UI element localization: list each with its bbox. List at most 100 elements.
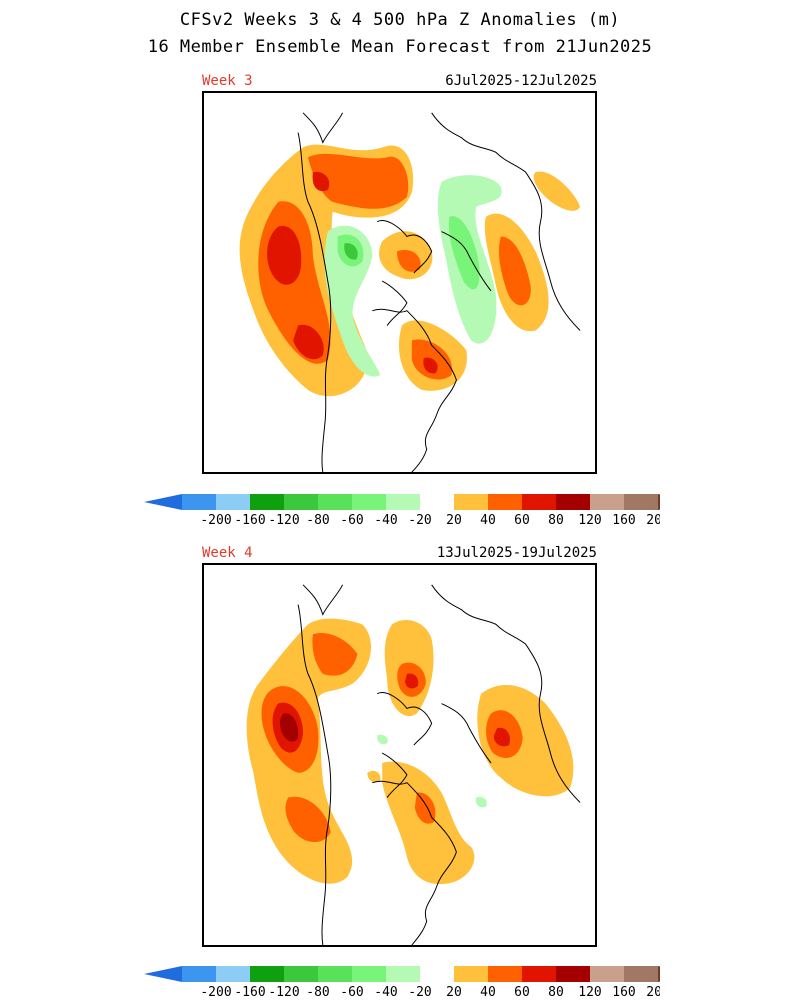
- map-svg-week4: [246, 584, 581, 945]
- panel-dates-week3: 6Jul2025-12Jul2025: [445, 73, 597, 89]
- colorbar-swatch: [454, 494, 488, 510]
- anomaly-contour: [267, 225, 302, 285]
- colorbar-tick-label: -20: [408, 985, 431, 1000]
- coastline: [431, 584, 581, 803]
- colorbar-swatch: [284, 966, 318, 982]
- colorbar-swatch: [522, 966, 556, 982]
- anomaly-contour: [312, 171, 330, 192]
- anomaly-contour: [404, 673, 419, 689]
- colorbar-tick-label: 60: [514, 513, 530, 528]
- coastline: [377, 220, 433, 274]
- anomaly-contour: [344, 243, 358, 260]
- panel-label-week3: Week 3: [202, 73, 253, 89]
- colorbar-tick-label: 200: [646, 985, 660, 1000]
- colorbar-swatch: [556, 966, 590, 982]
- colorbar-tick-label: -160: [234, 985, 265, 1000]
- colorbar-tick-label: 160: [612, 513, 635, 528]
- colorbar-arrow-left: [144, 494, 182, 510]
- colorbar-tick-label: 120: [578, 513, 601, 528]
- chart-title: CFSv2 Weeks 3 & 4 500 hPa Z Anomalies (m…: [179, 10, 621, 30]
- coastline: [372, 308, 457, 472]
- colorbar-tick-label: -60: [340, 985, 363, 1000]
- anomaly-contour: [423, 357, 438, 374]
- colorbar-tick-label: -160: [234, 513, 265, 528]
- anomaly-contour: [279, 713, 299, 742]
- colorbar-svg: -200 -160 -120 -80 -60 -40 -20 20 40 60 80 120 160 20…: [144, 494, 660, 528]
- colorbar-swatch: [386, 966, 420, 982]
- colorbar-swatch: [352, 966, 386, 982]
- coastline: [381, 752, 408, 798]
- panel-label-week4: Week 4: [202, 545, 253, 561]
- anomaly-contour: [493, 727, 510, 747]
- colorbar-tick-label: 40: [480, 513, 496, 528]
- colorbar-swatch: [182, 494, 216, 510]
- colorbar-tick-label: -40: [374, 513, 397, 528]
- anomaly-map-week4: [202, 563, 597, 947]
- anomaly-contour: [312, 632, 358, 676]
- colorbar-tick-label: 160: [612, 985, 635, 1000]
- colorbar-tick-label: 60: [514, 985, 530, 1000]
- anomaly-contour: [414, 792, 436, 824]
- colorbar-tick-label: 80: [548, 985, 564, 1000]
- colorbar-swatch: [556, 494, 590, 510]
- colorbar-week4: -200 -160 -120 -80 -60 -40 -20 20 40 60 80 120 160 20…: [140, 962, 660, 1002]
- colorbar-tick-label: -80: [306, 985, 329, 1000]
- map-svg-week3: [239, 112, 581, 472]
- colorbar-swatch: [590, 966, 624, 982]
- coastline: [302, 584, 344, 616]
- colorbar-swatch: [488, 494, 522, 510]
- colorbar-tick-label: -40: [374, 985, 397, 1000]
- colorbar-arrow-right: [658, 966, 660, 982]
- colorbar-swatch: [386, 494, 420, 510]
- colorbar-swatch: [624, 966, 658, 982]
- colorbar-tick-label: 20: [446, 985, 462, 1000]
- colorbar-swatch: [590, 494, 624, 510]
- colorbar-svg: -200 -160 -120 -80 -60 -40 -20 20 40 60 80 120 160 20…: [144, 966, 660, 1000]
- panel-dates-week4: 13Jul2025-19Jul2025: [436, 545, 597, 561]
- coastline: [441, 231, 492, 292]
- colorbar-tick-label: 20: [446, 513, 462, 528]
- anomaly-contour: [367, 770, 381, 783]
- anomaly-contour: [533, 171, 581, 211]
- colorbar-swatch: [488, 966, 522, 982]
- colorbar-tick-label: -200: [200, 513, 231, 528]
- colorbar-tick-label: -120: [268, 513, 299, 528]
- anomaly-contour: [307, 153, 409, 209]
- colorbar-week3: -200 -160 -120 -80 -60 -40 -20 20 40 60 80 120 160 20…: [140, 490, 660, 530]
- colorbar-tick-label: -80: [306, 513, 329, 528]
- colorbar-tick-label: 200: [646, 513, 660, 528]
- colorbar-swatch: [216, 966, 250, 982]
- coastline: [431, 112, 581, 331]
- anomaly-contour: [448, 216, 480, 290]
- coastline: [377, 692, 433, 746]
- colorbar-swatch: [420, 494, 454, 510]
- colorbar-swatch: [522, 494, 556, 510]
- coastline: [381, 280, 408, 326]
- colorbar-swatch: [182, 966, 216, 982]
- colorbar-tick-label: -200: [200, 985, 231, 1000]
- colorbar-swatch: [420, 966, 454, 982]
- colorbar-swatch: [250, 966, 284, 982]
- anomaly-contour: [324, 225, 381, 377]
- anomaly-contour: [397, 250, 421, 272]
- colorbar-arrow-left: [144, 966, 182, 982]
- colorbar-swatch: [624, 494, 658, 510]
- colorbar-tick-label: 40: [480, 985, 496, 1000]
- colorbar-swatch: [216, 494, 250, 510]
- anomaly-contour: [377, 734, 388, 745]
- colorbar-swatch: [352, 494, 386, 510]
- coastline: [372, 780, 457, 945]
- anomaly-contour: [285, 796, 331, 843]
- colorbar-swatch: [318, 966, 352, 982]
- colorbar-tick-label: -120: [268, 985, 299, 1000]
- anomaly-contour: [293, 324, 324, 360]
- colorbar-tick-label: -60: [340, 513, 363, 528]
- colorbar-swatch: [318, 494, 352, 510]
- anomaly-contour: [475, 796, 487, 808]
- coastline: [297, 604, 332, 945]
- colorbar-swatch: [250, 494, 284, 510]
- anomaly-map-week3: [202, 91, 597, 474]
- anomaly-contour: [498, 236, 531, 306]
- coastline: [302, 112, 344, 144]
- colorbar-tick-label: -20: [408, 513, 431, 528]
